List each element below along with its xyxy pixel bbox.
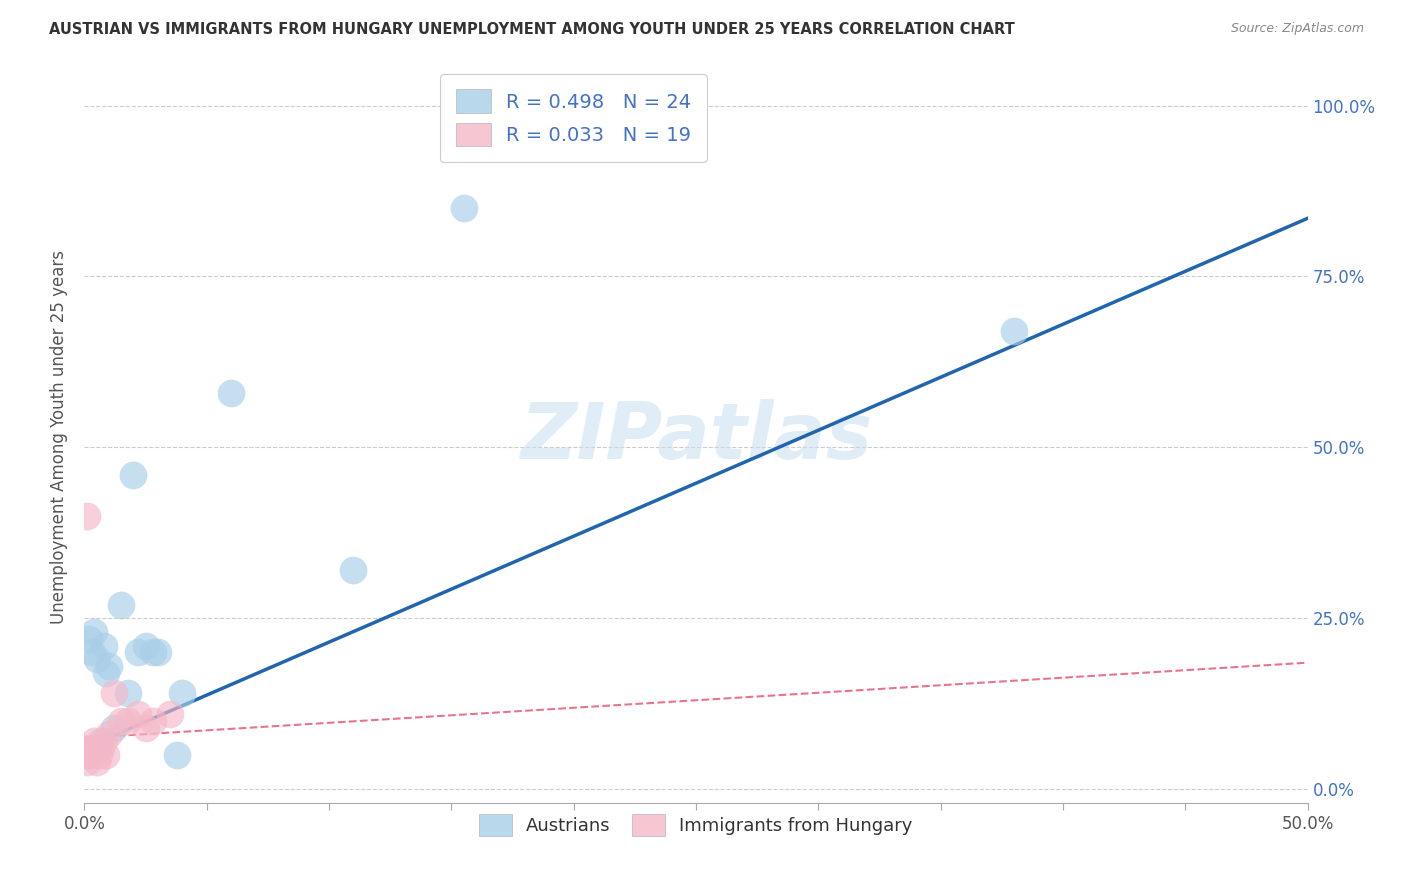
Point xyxy=(142,714,165,728)
Point xyxy=(117,686,139,700)
Point xyxy=(110,714,132,728)
Point xyxy=(86,652,108,666)
Point xyxy=(142,645,165,659)
Text: AUSTRIAN VS IMMIGRANTS FROM HUNGARY UNEMPLOYMENT AMONG YOUTH UNDER 25 YEARS CORR: AUSTRIAN VS IMMIGRANTS FROM HUNGARY UNEM… xyxy=(49,22,1015,37)
Point xyxy=(76,755,98,769)
Point xyxy=(90,734,112,748)
Point xyxy=(97,727,120,741)
Point xyxy=(103,686,125,700)
Point xyxy=(122,467,145,482)
Point xyxy=(80,741,103,756)
Point xyxy=(76,508,98,523)
Point xyxy=(219,385,242,400)
Point xyxy=(83,624,105,639)
Point xyxy=(93,639,115,653)
Point xyxy=(166,747,188,762)
Point xyxy=(159,706,181,721)
Text: ZIPatlas: ZIPatlas xyxy=(520,399,872,475)
Point xyxy=(76,747,98,762)
Point xyxy=(103,721,125,735)
Point xyxy=(93,734,115,748)
Point xyxy=(135,721,157,735)
Legend: Austrians, Immigrants from Hungary: Austrians, Immigrants from Hungary xyxy=(470,805,922,845)
Point xyxy=(127,706,149,721)
Point xyxy=(96,747,118,762)
Point xyxy=(135,639,157,653)
Point xyxy=(342,563,364,577)
Point xyxy=(97,659,120,673)
Point xyxy=(90,741,112,756)
Y-axis label: Unemployment Among Youth under 25 years: Unemployment Among Youth under 25 years xyxy=(51,250,69,624)
Point xyxy=(86,755,108,769)
Point xyxy=(1002,324,1025,338)
Point xyxy=(80,645,103,659)
Point xyxy=(77,632,100,646)
Point xyxy=(117,714,139,728)
Point xyxy=(76,741,98,756)
Point xyxy=(127,645,149,659)
Point xyxy=(87,747,110,762)
Text: Source: ZipAtlas.com: Source: ZipAtlas.com xyxy=(1230,22,1364,36)
Point xyxy=(172,686,194,700)
Point xyxy=(77,747,100,762)
Point xyxy=(87,741,110,756)
Point xyxy=(83,734,105,748)
Point xyxy=(110,598,132,612)
Point xyxy=(453,201,475,215)
Point xyxy=(146,645,169,659)
Point xyxy=(96,665,118,680)
